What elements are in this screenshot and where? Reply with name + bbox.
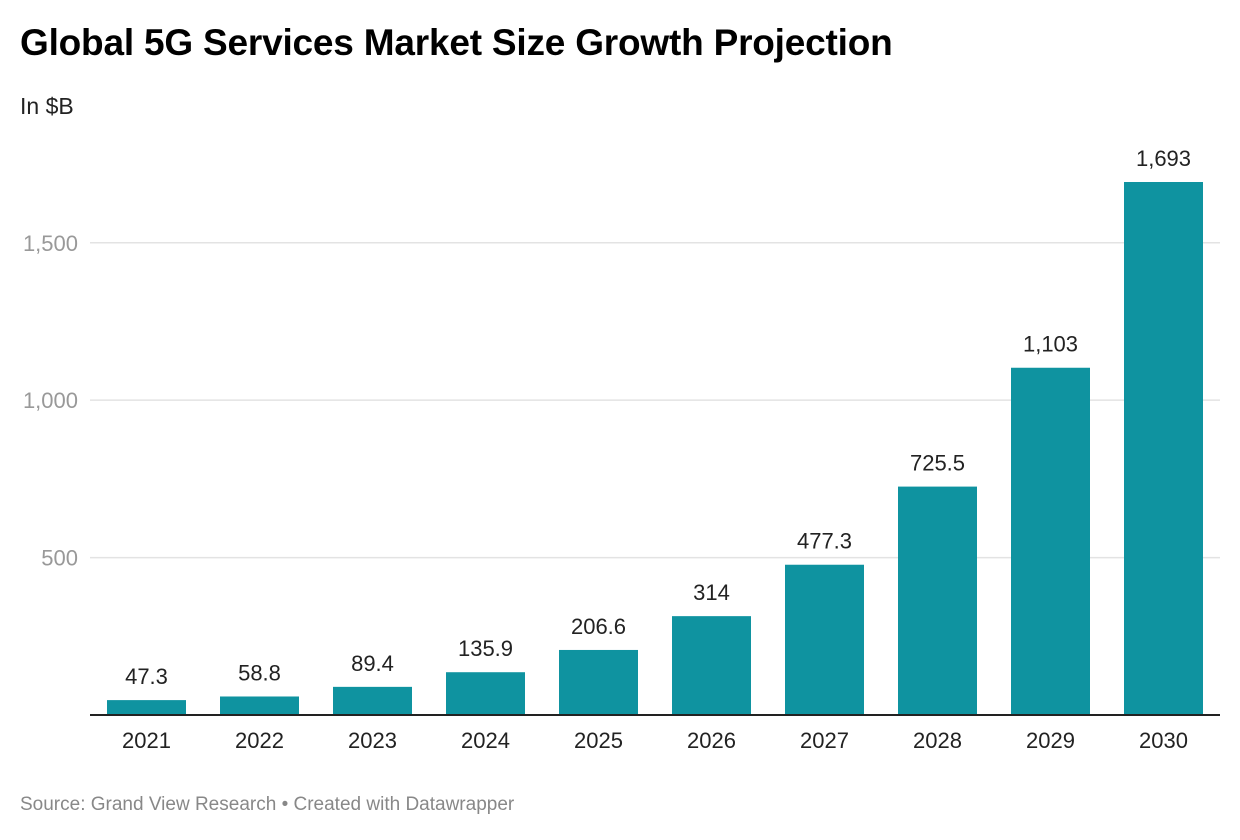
bar-2025 (559, 649, 638, 715)
source-note: Source: Grand View Research (20, 794, 277, 815)
value-label-2024: 135.9 (458, 636, 513, 661)
y-tick-label: 1,000 (23, 388, 78, 413)
bar-2023 (333, 686, 412, 715)
chart-footer: Source: Grand View Research • Created wi… (20, 794, 514, 816)
y-axis: 500 1,000 1,500 (23, 231, 78, 571)
value-label-2022: 58.8 (238, 660, 281, 685)
bar-2024 (446, 672, 525, 715)
value-label-2027: 477.3 (797, 529, 852, 554)
x-axis: 2021 2022 2023 2024 2025 2026 2027 2028 2029 2030 (90, 714, 1220, 753)
y-tick-label: 500 (41, 546, 78, 571)
x-tick-label-2025: 2025 (574, 728, 623, 753)
value-labels: 47.3 58.8 89.4 135.9 206.6 314 477.3 725.5 1,103… (125, 146, 1191, 689)
credit-note: Created with Datawrapper (293, 794, 515, 815)
value-label-2025: 206.6 (571, 614, 626, 639)
bar-2030 (1124, 182, 1203, 715)
x-tick-label-2028: 2028 (913, 728, 962, 753)
x-tick-label-2024: 2024 (461, 728, 510, 753)
bar-2026 (672, 616, 751, 715)
x-tick-label-2027: 2027 (800, 728, 849, 753)
x-tick-label-2026: 2026 (687, 728, 736, 753)
x-tick-label-2029: 2029 (1026, 728, 1075, 753)
value-label-2028: 725.5 (910, 451, 965, 476)
value-label-2023: 89.4 (351, 651, 394, 676)
x-tick-label-2022: 2022 (235, 728, 284, 753)
bar-2027 (785, 564, 864, 715)
bars (107, 182, 1203, 715)
x-tick-label-2021: 2021 (122, 728, 171, 753)
chart-title: Global 5G Services Market Size Growth Pr… (20, 22, 893, 63)
x-tick-label-2030: 2030 (1139, 728, 1188, 753)
footer-separator: • (281, 794, 289, 815)
bar-2029 (1011, 367, 1090, 715)
value-label-2030: 1,693 (1136, 146, 1191, 171)
y-tick-label: 1,500 (23, 231, 78, 256)
x-tick-label-2023: 2023 (348, 728, 397, 753)
bar-2028 (898, 486, 977, 715)
bar-2021 (107, 700, 186, 715)
value-label-2021: 47.3 (125, 664, 168, 689)
value-label-2026: 314 (693, 580, 730, 605)
chart-subtitle: In $B (20, 93, 74, 119)
value-label-2029: 1,103 (1023, 332, 1078, 357)
bar-2022 (220, 696, 299, 715)
